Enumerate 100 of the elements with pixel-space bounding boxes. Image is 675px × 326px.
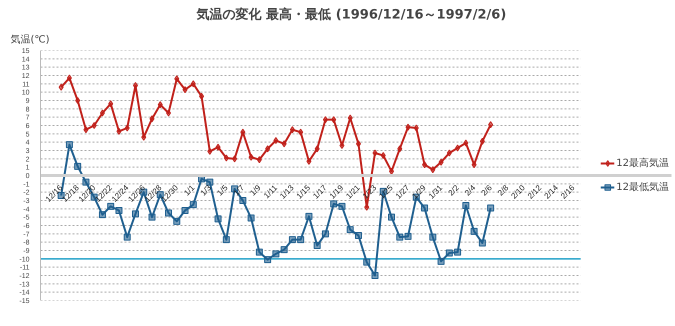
point (116, 128, 122, 135)
x-tick-label: 1/1 (182, 182, 197, 198)
legend-label: 12最高気温 (616, 156, 669, 170)
point (158, 101, 163, 108)
point (421, 204, 428, 212)
point (397, 145, 402, 152)
point (132, 82, 138, 89)
x-tick-label: 1/7 (232, 182, 246, 198)
point (322, 230, 329, 238)
point (98, 211, 106, 218)
point (115, 207, 122, 214)
point (66, 141, 73, 148)
point (190, 80, 196, 88)
point (354, 232, 362, 239)
point (190, 201, 197, 208)
point (248, 214, 255, 222)
legend-label: 12最低気温 (616, 181, 669, 194)
point (280, 246, 288, 254)
point (487, 204, 494, 212)
point (290, 126, 295, 134)
x-tick-label: 1/31 (426, 182, 445, 201)
point (248, 154, 254, 161)
x-tick-label: 1/9 (248, 182, 263, 198)
point (478, 240, 486, 246)
point (132, 210, 139, 218)
point (265, 145, 270, 152)
point (388, 214, 396, 221)
point (166, 110, 172, 116)
point (83, 126, 88, 134)
point (239, 197, 246, 204)
x-tick-label: 2/6 (480, 182, 494, 198)
point (356, 140, 361, 148)
point (455, 144, 460, 152)
point (256, 156, 262, 164)
point (232, 155, 238, 162)
point (182, 86, 188, 94)
point (414, 124, 419, 132)
point (273, 137, 278, 144)
point (207, 148, 212, 155)
point (206, 178, 214, 186)
point (338, 202, 346, 210)
point (488, 121, 494, 128)
point (256, 248, 263, 256)
point (66, 74, 72, 82)
y-axis-title: 気温(℃) (10, 34, 50, 46)
point (124, 124, 130, 132)
point (372, 150, 378, 156)
point (406, 124, 411, 131)
point (282, 140, 287, 148)
point (165, 210, 172, 216)
x-tick-label: 1/21 (344, 182, 362, 201)
point (322, 116, 328, 124)
point (470, 228, 478, 235)
point (430, 166, 436, 174)
point (429, 234, 436, 241)
chart-title: 気温の変化 最高・最低 (1996/12/16～1997/2/6) (196, 6, 506, 22)
x-tick-label: 1/3 (198, 182, 214, 198)
x-tick-label: 1/5 (215, 182, 230, 198)
point (346, 226, 354, 234)
point (272, 250, 280, 258)
point (396, 234, 404, 241)
point (100, 110, 105, 116)
point (216, 144, 221, 151)
point (330, 200, 338, 208)
point (331, 116, 336, 124)
point (438, 158, 444, 166)
point (422, 161, 428, 168)
point (380, 152, 386, 159)
point (462, 202, 470, 209)
point (297, 236, 304, 244)
point (174, 75, 180, 82)
point (389, 168, 394, 175)
point (371, 272, 378, 279)
point (58, 84, 64, 91)
point (107, 202, 114, 210)
point (463, 140, 468, 146)
point (173, 218, 180, 225)
point (446, 150, 452, 156)
point (74, 162, 82, 170)
point (314, 145, 320, 152)
x-tick-label: 2/4 (463, 182, 478, 198)
point (306, 158, 312, 165)
point (454, 248, 462, 256)
point (288, 236, 296, 244)
point (124, 234, 131, 241)
point (182, 207, 189, 214)
x-tick-label: 2/8 (496, 182, 511, 198)
point (298, 128, 304, 136)
point (108, 100, 114, 108)
point (446, 250, 453, 256)
point (148, 214, 156, 221)
point (480, 138, 485, 145)
point (264, 256, 272, 264)
point (222, 236, 230, 244)
point (214, 215, 222, 222)
point (404, 232, 412, 240)
x-tick-label: 2/2 (446, 182, 462, 198)
point (472, 161, 477, 168)
point (224, 154, 229, 162)
point (305, 212, 312, 220)
